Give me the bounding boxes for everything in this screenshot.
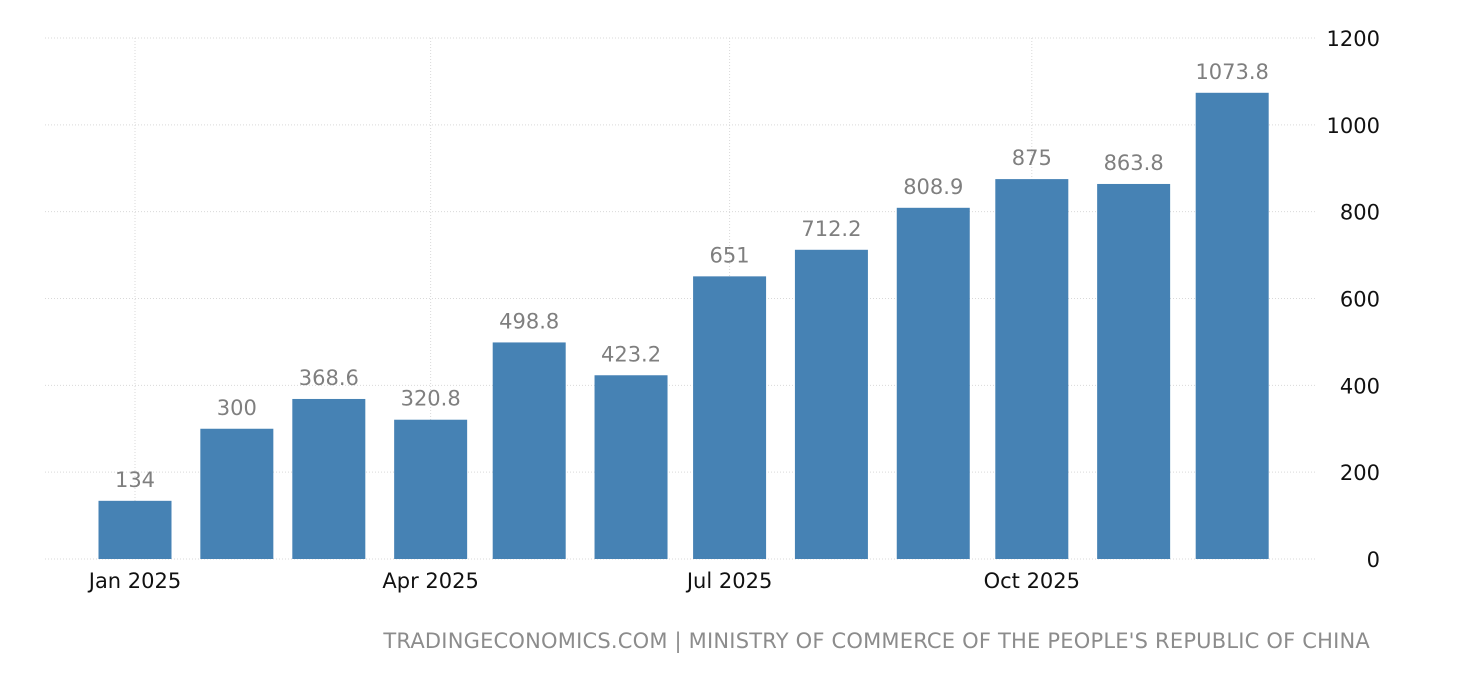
source-footer: TRADINGECONOMICS.COM | MINISTRY OF COMME…	[383, 629, 1370, 653]
x-tick-label: Jan 2025	[87, 569, 182, 593]
bar-dec-2025	[1195, 92, 1269, 559]
y-tick-label: 0	[1367, 548, 1380, 572]
data-label: 498.8	[499, 309, 559, 333]
bar-sep-2025	[896, 207, 970, 559]
y-tick-label: 800	[1340, 201, 1380, 225]
x-tick-label: Apr 2025	[382, 569, 478, 593]
x-tick-label: Jul 2025	[685, 569, 772, 593]
bar-feb-2025	[200, 428, 274, 559]
bar-oct-2025	[995, 179, 1069, 559]
bar-chart: 0 200 400 600 800 1000 1200 Jan 2025 Apr 2025 Jul…	[45, 27, 1380, 593]
bar-may-2025	[492, 342, 566, 559]
bar-jan-2025	[98, 500, 172, 559]
bar-apr-2025	[394, 419, 468, 559]
y-tick-label: 400	[1340, 374, 1380, 398]
bar-jun-2025	[594, 375, 668, 559]
y-tick-label: 1200	[1327, 27, 1380, 51]
data-label: 808.9	[903, 175, 963, 199]
data-label: 300	[217, 396, 257, 420]
y-tick-label: 600	[1340, 288, 1380, 312]
bar-jul-2025	[693, 276, 767, 559]
data-label: 423.2	[601, 342, 661, 366]
y-tick-label: 200	[1340, 461, 1380, 485]
data-label: 320.8	[401, 387, 461, 411]
x-tick-label: Oct 2025	[984, 569, 1080, 593]
y-tick-label: 1000	[1327, 114, 1380, 138]
data-label: 1073.8	[1195, 60, 1268, 84]
bar-nov-2025	[1097, 183, 1171, 559]
data-label: 368.6	[299, 366, 359, 390]
data-label: 863.8	[1104, 151, 1164, 175]
bar-aug-2025	[794, 249, 868, 559]
data-label: 134	[115, 468, 155, 492]
data-label: 875	[1012, 146, 1052, 170]
bar-mar-2025	[292, 398, 366, 559]
data-label: 712.2	[801, 217, 861, 241]
data-label: 651	[710, 243, 750, 267]
